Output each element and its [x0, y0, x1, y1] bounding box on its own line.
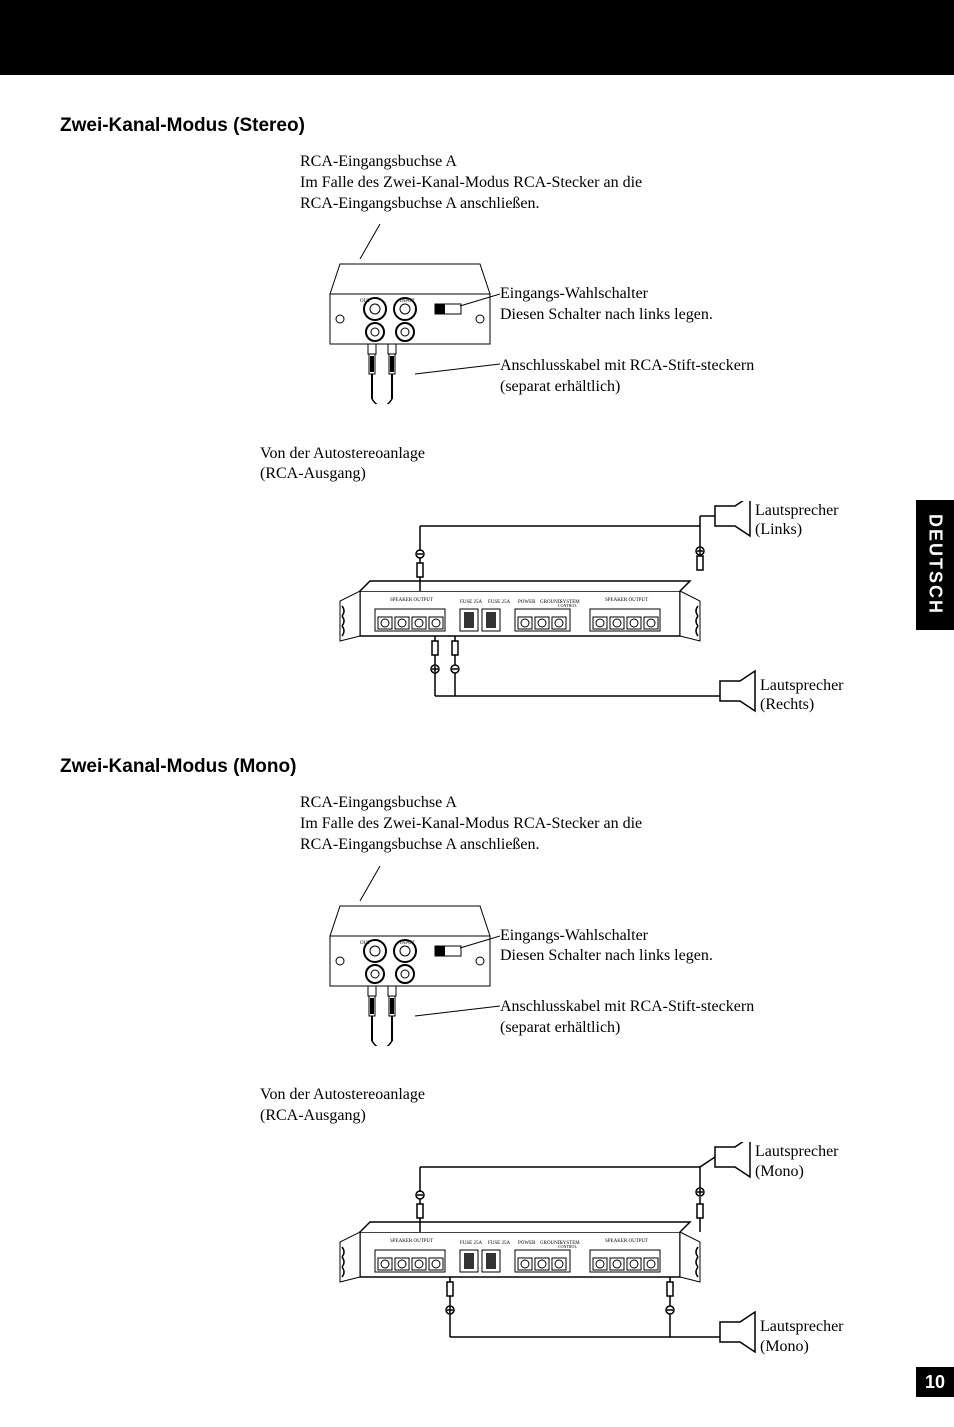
source-l2: (RCA-Ausgang): [260, 465, 366, 482]
svg-text:SPEAKER OUTPUT: SPEAKER OUTPUT: [605, 598, 648, 603]
spk-mb1: Lautsprecher: [760, 1318, 844, 1335]
input-switch-title-2: Eingangs-Wahlschalter: [500, 927, 648, 944]
svg-text:FUSE 25A: FUSE 25A: [460, 600, 482, 605]
section1-amp-diagram: SPEAKER OUTPUT FUSE 25A FUSE 25: [320, 501, 894, 726]
rca-desc2: RCA-Eingangsbuchse A anschließen.: [300, 194, 894, 215]
page-number-text: 10: [925, 1372, 945, 1393]
speaker-left-label: Lautsprecher (Links): [755, 501, 839, 539]
speaker-mono-top-label: Lautsprecher (Mono): [755, 1142, 839, 1180]
source-l1: Von der Autostereoanlage: [260, 445, 425, 462]
section1-rca-block: RCA-Eingangsbuchse A Im Falle des Zwei-K…: [300, 152, 894, 214]
section2-title: Zwei-Kanal-Modus (Mono): [60, 756, 894, 778]
svg-text:INPUT: INPUT: [400, 299, 415, 304]
svg-text:CONTROL: CONTROL: [558, 1244, 577, 1249]
section2-side-labels: Eingangs-Wahlschalter Diesen Schalter na…: [500, 866, 754, 1069]
svg-text:CONTROL: CONTROL: [558, 603, 577, 608]
input-panel-svg-2: OUT INPUT: [60, 866, 500, 1046]
svg-text:SPEAKER OUTPUT: SPEAKER OUTPUT: [605, 1239, 648, 1244]
spk-mt1: Lautsprecher: [755, 1143, 839, 1160]
svg-text:POWER: POWER: [518, 1241, 536, 1246]
amp-svg-stereo: SPEAKER OUTPUT FUSE 25A FUSE 25: [320, 501, 800, 721]
header-black-bar: [0, 0, 954, 75]
section2-input-diagram: OUT INPUT Ein: [60, 866, 894, 1069]
amp-svg-mono: SPEAKER OUTPUT FUSE 25A FUSE 25A: [320, 1142, 800, 1362]
cable-title-2: Anschlusskabel mit RCA-Stift-steckern: [500, 998, 754, 1015]
spk-mt2: (Mono): [755, 1163, 804, 1180]
spk-r2: (Rechts): [760, 696, 814, 713]
section2-source-label: Von der Autostereoanlage (RCA-Ausgang): [260, 1085, 894, 1127]
source-l2-2: (RCA-Ausgang): [260, 1107, 366, 1124]
svg-text:FUSE 25A: FUSE 25A: [488, 600, 510, 605]
cable-desc: (separat erhältlich): [500, 378, 620, 395]
svg-text:FUSE 25A: FUSE 25A: [488, 1241, 510, 1246]
rca-desc2-2: RCA-Eingangsbuchse A anschließen.: [300, 835, 894, 856]
spk-mb2: (Mono): [760, 1338, 809, 1355]
section1-source-label: Von der Autostereoanlage (RCA-Ausgang): [260, 444, 894, 486]
svg-text:POWER: POWER: [518, 600, 536, 605]
cable-title: Anschlusskabel mit RCA-Stift-steckern: [500, 357, 754, 374]
input-switch-desc: Diesen Schalter nach links legen.: [500, 306, 713, 323]
svg-text:SPEAKER OUTPUT: SPEAKER OUTPUT: [390, 1239, 433, 1244]
section2-amp-diagram: SPEAKER OUTPUT FUSE 25A FUSE 25A: [320, 1142, 894, 1367]
speaker-mono-bot-label: Lautsprecher (Mono): [760, 1317, 844, 1355]
input-switch-title: Eingangs-Wahlschalter: [500, 285, 648, 302]
rca-title-2: RCA-Eingangsbuchse A: [300, 793, 894, 814]
spk-l2: (Links): [755, 521, 802, 538]
speaker-right-label: Lautsprecher (Rechts): [760, 676, 844, 714]
svg-text:OUT: OUT: [360, 299, 370, 304]
section1-input-diagram: OUT INPUT: [60, 224, 894, 427]
source-l1-2: Von der Autostereoanlage: [260, 1086, 425, 1103]
side-tab-text: DEUTSCH: [925, 514, 946, 615]
cable-desc-2: (separat erhältlich): [500, 1019, 620, 1036]
input-panel-svg: OUT INPUT: [60, 224, 500, 404]
spk-l1: Lautsprecher: [755, 502, 839, 519]
page-number-badge: 10: [916, 1367, 954, 1397]
section1-title: Zwei-Kanal-Modus (Stereo): [60, 115, 894, 137]
rca-title: RCA-Eingangsbuchse A: [300, 152, 894, 173]
svg-text:OUT: OUT: [360, 941, 370, 946]
section2-rca-block: RCA-Eingangsbuchse A Im Falle des Zwei-K…: [300, 793, 894, 855]
svg-text:SPEAKER OUTPUT: SPEAKER OUTPUT: [390, 598, 433, 603]
language-side-tab: DEUTSCH: [916, 500, 954, 630]
input-switch-desc-2: Diesen Schalter nach links legen.: [500, 947, 713, 964]
svg-text:INPUT: INPUT: [400, 941, 415, 946]
spk-r1: Lautsprecher: [760, 677, 844, 694]
rca-desc1-2: Im Falle des Zwei-Kanal-Modus RCA-Stecke…: [300, 814, 894, 835]
svg-text:FUSE 25A: FUSE 25A: [460, 1241, 482, 1246]
section1-side-labels: Eingangs-Wahlschalter Diesen Schalter na…: [500, 224, 754, 427]
rca-desc1: Im Falle des Zwei-Kanal-Modus RCA-Stecke…: [300, 173, 894, 194]
page-content: Zwei-Kanal-Modus (Stereo) RCA-Eingangsbu…: [0, 75, 954, 1427]
